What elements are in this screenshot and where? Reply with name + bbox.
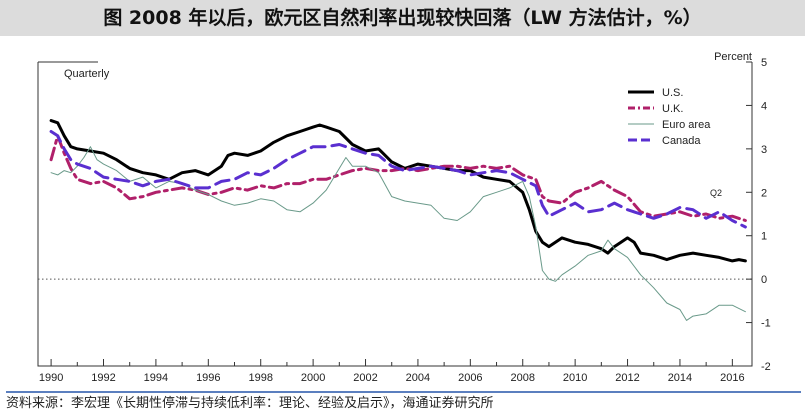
x-tick-label: 2014 [668,372,692,384]
legend-label-u-s: U.S. [662,87,683,99]
frequency-label: Quarterly [64,68,110,80]
y-tick-label: 3 [761,144,767,156]
x-tick-label: 2010 [563,372,587,384]
y-axis-label: Percent [714,51,752,63]
chart-title: 图 2008 年以后，欧元区自然利率出现较快回落（LW 方法估计，%） [0,0,805,36]
legend-label-canada: Canada [662,135,701,147]
y-tick-label: 1 [761,231,767,243]
x-tick-label: 1996 [196,372,220,384]
series-group [49,119,747,321]
y-tick-label: 2 [761,187,767,199]
x-tick-label: 2002 [353,372,377,384]
x-tick-label: 2000 [301,372,325,384]
series-line-u-s [49,119,747,263]
line-chart: 1990 1992 1994 1996 1998 2000 2002 2004 2006 2008… [37,51,771,384]
plot-frame [37,61,753,367]
y-tick-label: -1 [761,318,771,330]
x-axis: 1990 1992 1994 1996 1998 2000 2002 2004 2006 2008… [39,359,745,384]
annotation-q2: Q2 [710,188,722,198]
y-axis: -2 -1 0 1 2 3 4 5 [746,57,771,373]
x-tick-label: 1992 [91,372,115,384]
x-tick-label: 2008 [510,372,534,384]
source-note: 资料来源：李宏理《长期性停滞与持续低利率：理论、经验及启示》，海通证券研究所 [6,391,801,417]
x-tick-label: 1998 [248,372,272,384]
y-tick-label: 5 [761,57,767,69]
series-line-euro-area [50,146,746,321]
x-tick-label: 2012 [615,372,639,384]
x-tick-label: 2004 [406,372,430,384]
legend-label-euro-area: Euro area [662,119,711,131]
x-tick-label: 2006 [458,372,482,384]
x-tick-label: 2016 [720,372,744,384]
legend-label-u-k: U.K. [662,103,683,115]
series-line-canada [49,130,747,229]
y-tick-label: 0 [761,274,767,286]
x-tick-label: 1990 [39,372,63,384]
y-tick-label: 4 [761,100,767,112]
series-line-u-k [49,134,747,222]
plot-border [37,62,753,367]
y-tick-label: -2 [761,361,771,373]
legend: U.S. U.K. Euro area Canada [628,87,711,147]
x-tick-label: 1994 [144,372,168,384]
